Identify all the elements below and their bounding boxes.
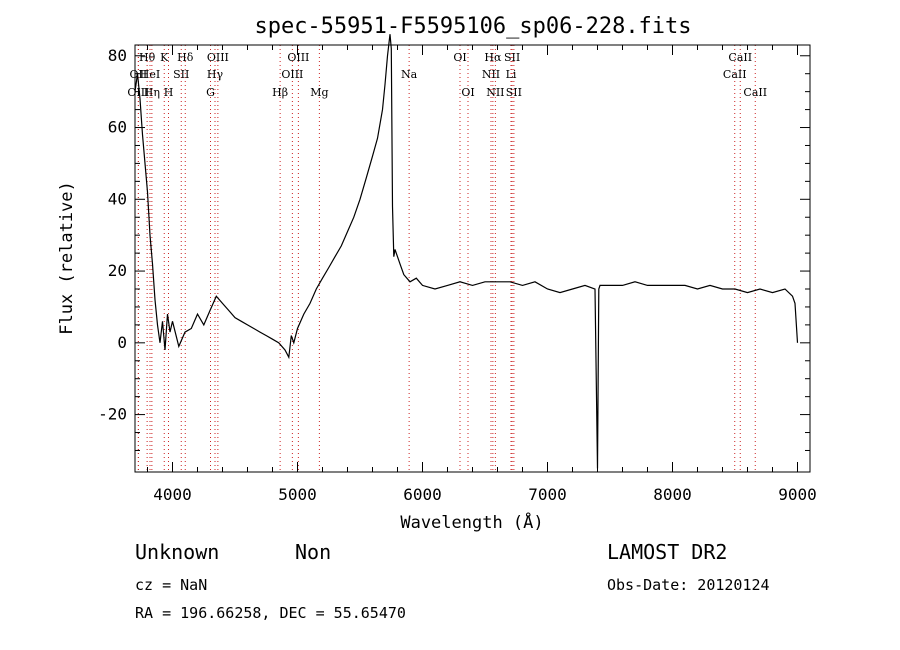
spectrum-line [134,34,799,469]
chart-title: spec-55951-F5595106_sp06-228.fits [254,14,691,39]
line-label-18: OI [461,86,474,99]
survey-name: LAMOST DR2 [607,540,728,564]
line-label-25: CaII [728,51,752,64]
x-axis-label: Wavelength (Å) [400,511,543,533]
line-label-19: Hα [484,51,502,64]
plot-frame [134,44,811,473]
line-label-22: Li [506,68,517,81]
redshift-cz: cz = NaN [135,576,208,594]
x-tick-label-0: 4000 [153,485,192,504]
line-label-13: OIII [287,51,309,64]
x-tick-label-2: 6000 [403,485,442,504]
line-label-1: OII [130,68,148,81]
line-label-20: SII [504,51,520,64]
line-label-10: Hγ [207,68,224,81]
y-tick-label-5: 80 [108,46,127,65]
line-label-5: K [160,51,169,64]
x-axis: 4000 5000 6000 7000 8000 9000 [147,45,817,504]
line-label-2: HeI [140,68,160,81]
object-class: Unknown [135,540,220,564]
line-label-4: Hη [144,86,160,99]
line-label-27: CaII [743,86,767,99]
line-label-8: Hδ [177,51,194,64]
y-tick-label-1: 0 [117,333,127,352]
line-label-6: SII [173,68,189,81]
y-tick-label-3: 40 [108,189,127,208]
object-subclass: Non [295,540,332,564]
ra-dec: RA = 196.66258, DEC = 55.65470 [135,604,406,622]
x-tick-label-4: 8000 [653,485,692,504]
y-tick-label-4: 60 [108,118,127,137]
line-markers [137,45,756,472]
line-label-16: Na [401,68,418,81]
line-label-23: NII [486,86,504,99]
x-tick-label-3: 7000 [528,485,567,504]
x-tick-label-5: 9000 [778,485,817,504]
obs-date: Obs-Date: 20120124 [607,576,770,594]
line-label-17: OI [453,51,466,64]
line-label-7: H [164,86,174,99]
line-label-26: CaII [723,68,747,81]
y-axis: -20 0 20 40 60 80 [98,46,810,451]
line-label-11: G [206,86,215,99]
x-tick-label-1: 5000 [278,485,317,504]
y-tick-label-2: 20 [108,261,127,280]
line-label-9: OIII [207,51,229,64]
line-label-24: SII [506,86,522,99]
line-label-21: NII [482,68,500,81]
y-axis-label: Flux (relative) [57,181,77,335]
line-label-15: Mg [310,86,328,99]
line-label-12: Hβ [272,86,288,99]
line-label-14: OIII [281,68,303,81]
y-tick-label-0: -20 [98,405,127,424]
line-label-0: Hθ [139,51,156,64]
line-label-3: OIII [127,86,149,99]
